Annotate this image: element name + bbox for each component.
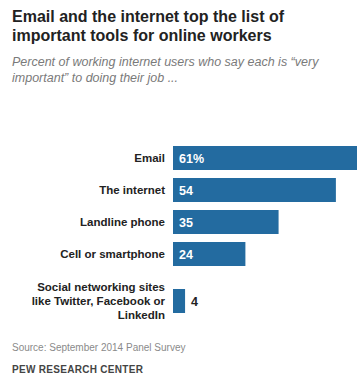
category-label: Social networking siteslike Twitter, Fac… (32, 281, 166, 321)
data-label: 35 (179, 216, 193, 230)
labels: Email 61% The internet 54 Landline phone 35 Ce… (32, 152, 204, 322)
data-label: 54 (179, 184, 193, 198)
bar (173, 242, 245, 266)
bar (173, 146, 357, 170)
title: Email and the internet top the list ofim… (12, 8, 285, 44)
data-label: 4 (191, 295, 198, 309)
data-label: 61% (179, 152, 204, 166)
category-label: Landline phone (80, 216, 165, 228)
credit: PEW RESEARCH CENTER (12, 364, 144, 375)
bar (173, 178, 336, 202)
subtitle: Percent of working internet users who sa… (12, 55, 319, 85)
category-label: The internet (99, 184, 165, 196)
chart-svg: Email and the internet top the list ofim… (0, 0, 361, 385)
data-label: 24 (179, 248, 193, 262)
bar (173, 210, 279, 234)
chart-container: Email and the internet top the list ofim… (0, 0, 361, 385)
category-label: Cell or smartphone (60, 248, 165, 260)
source: Source: September 2014 Panel Survey (12, 342, 185, 353)
bar (173, 289, 185, 313)
category-label: Email (134, 152, 165, 164)
bars (173, 146, 357, 313)
